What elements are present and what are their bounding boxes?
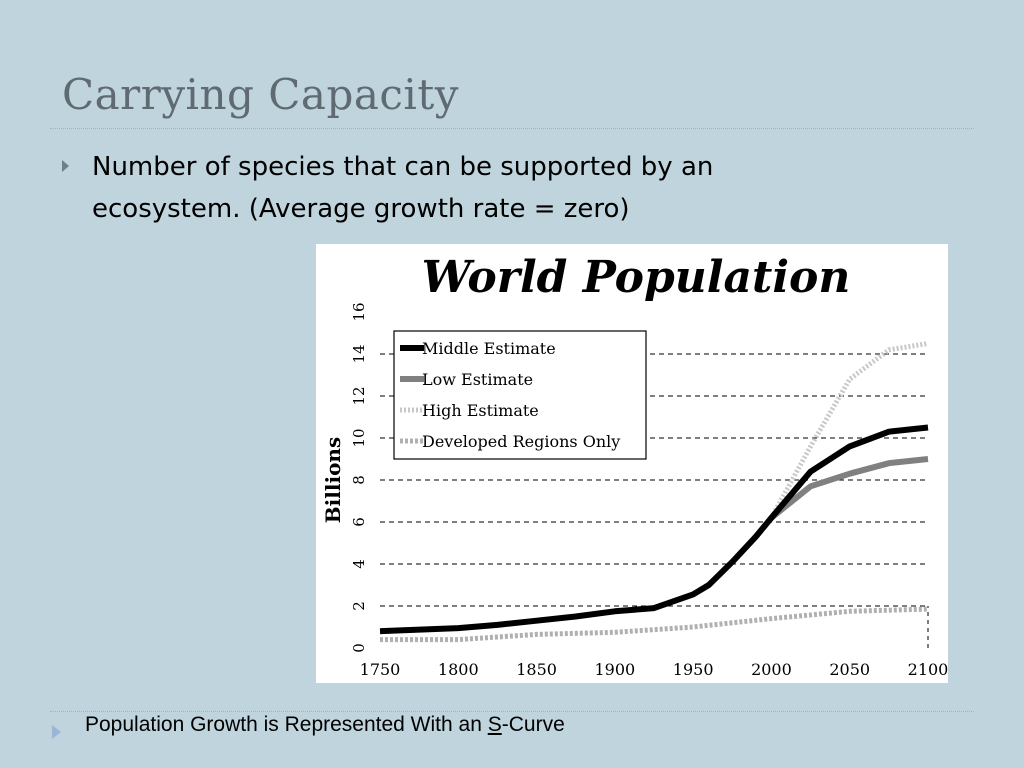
footer-prefix: Population Growth is Represented With an (85, 713, 488, 736)
bullet-arrow-icon (62, 160, 69, 172)
y-tick-label-0: 0 (350, 643, 368, 653)
legend-label-middle-estimate: Middle Estimate (422, 339, 556, 358)
x-tick-label-2000: 2000 (751, 660, 792, 679)
series-line-high-estimate (769, 341, 929, 520)
footer-divider (50, 711, 974, 712)
legend-label-low-estimate: Low Estimate (422, 370, 533, 389)
chart-svg: World Population 0 2 4 6 8 10 12 14 16 Billions 175… (321, 252, 948, 679)
footer-arrow-icon (52, 725, 61, 739)
x-tick-label-1850: 1850 (516, 660, 557, 679)
series-line-middle-estimate (379, 424, 929, 635)
footer-caption: Population Growth is Represented With an… (85, 713, 565, 737)
x-tick-label-2100: 2100 (908, 660, 948, 679)
y-tick-label-6: 6 (350, 517, 368, 527)
chart-title: World Population (422, 252, 851, 303)
x-tick-label-2050: 2050 (829, 660, 870, 679)
x-tick-label-1800: 1800 (438, 660, 479, 679)
legend-label-high-estimate: High Estimate (422, 401, 539, 420)
y-tick-label-16: 16 (350, 302, 368, 321)
bullet-item: Number of species that can be supported … (62, 146, 962, 230)
slide-title: Carrying Capacity (62, 70, 459, 119)
y-tick-label-10: 10 (350, 428, 368, 447)
y-tick-label-2: 2 (350, 601, 368, 611)
series-line-low-estimate (769, 456, 929, 521)
y-tick-label-12: 12 (350, 386, 368, 405)
x-tick-label-1900: 1900 (594, 660, 635, 679)
footer-underlined: S (487, 713, 502, 736)
legend-label-developed-regions-only: Developed Regions Only (422, 432, 620, 451)
x-tick-label-1950: 1950 (673, 660, 714, 679)
series-line-developed-regions-only (380, 606, 929, 643)
y-axis-label: Billions (321, 437, 345, 523)
footer-suffix: -Curve (501, 713, 565, 736)
title-divider (50, 128, 974, 129)
y-tick-label-14: 14 (350, 344, 368, 363)
y-tick-label-4: 4 (350, 559, 368, 569)
world-population-chart: World Population 0 2 4 6 8 10 12 14 16 Billions 175… (316, 244, 948, 683)
legend-box (393, 330, 647, 460)
bullet-text: Number of species that can be supported … (92, 152, 714, 224)
x-tick-label-1750: 1750 (360, 660, 401, 679)
y-tick-label-8: 8 (350, 475, 368, 485)
